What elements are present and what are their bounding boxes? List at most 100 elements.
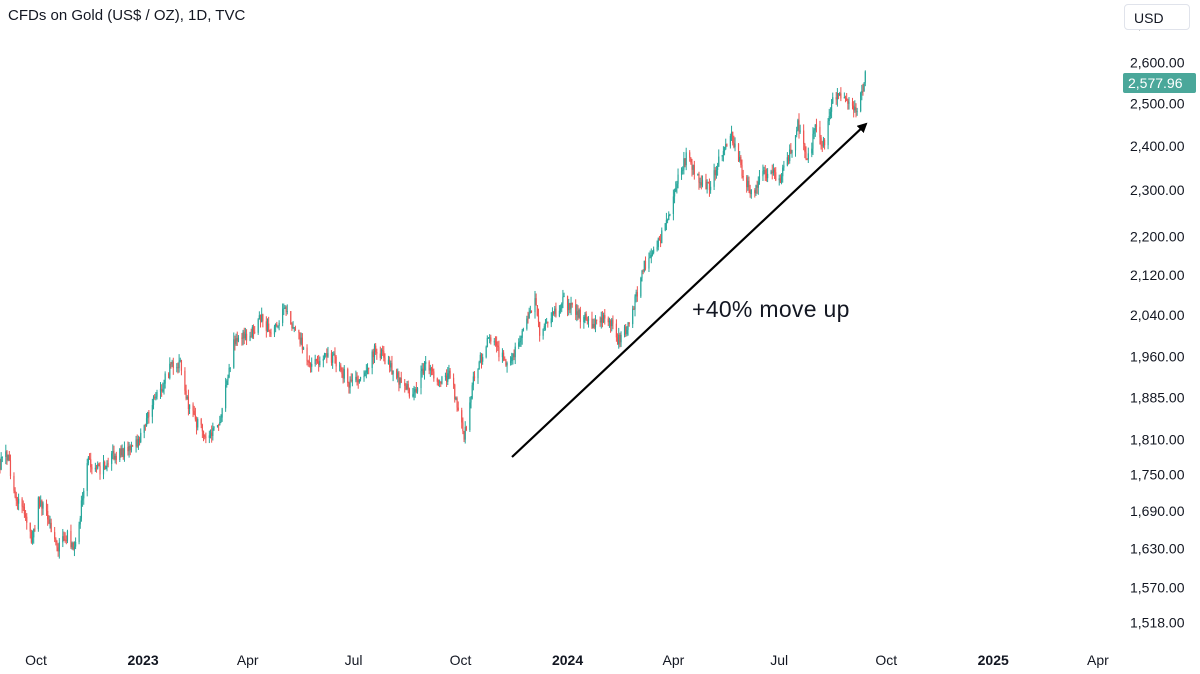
candle-body — [130, 445, 133, 451]
candle-body — [485, 346, 487, 358]
candle-body — [804, 143, 806, 152]
candle-body — [86, 463, 88, 491]
candle-body — [691, 162, 693, 170]
candle-body — [763, 170, 765, 172]
last-price-badge: 2,577.96 — [1123, 73, 1196, 93]
candle-body — [105, 466, 107, 470]
candle-body — [615, 323, 618, 338]
candle-body — [268, 323, 270, 332]
candle-body — [349, 379, 351, 388]
candle-body — [137, 438, 140, 447]
candle-body — [851, 102, 854, 106]
candle-body — [619, 334, 621, 343]
candle-body — [820, 137, 822, 146]
currency-selector-button[interactable]: USD — [1124, 4, 1190, 30]
candle-body — [575, 304, 577, 315]
candle-body — [480, 354, 483, 362]
candle-body — [212, 428, 214, 436]
candle-body — [454, 384, 456, 400]
candle-body — [526, 318, 528, 329]
candle-body — [128, 446, 130, 452]
candle-body — [41, 500, 43, 509]
candle-body — [798, 120, 800, 132]
candle-body — [339, 365, 341, 367]
candle-body — [413, 392, 415, 395]
candle-body — [23, 507, 26, 515]
candle-body — [293, 327, 295, 329]
candle-body — [461, 410, 463, 423]
candle-body — [257, 319, 259, 333]
candle-body — [627, 322, 629, 330]
candle-body — [791, 150, 793, 153]
candle-body — [356, 376, 358, 380]
candle-body — [593, 323, 595, 328]
candle-body — [778, 178, 780, 181]
candle-body — [448, 370, 450, 374]
candle-body — [387, 359, 390, 364]
candle-body — [471, 385, 473, 399]
candle-body — [127, 446, 129, 452]
candle-body — [228, 367, 230, 378]
candle-body — [666, 220, 669, 221]
candle-body — [747, 180, 749, 188]
candle-body — [326, 353, 328, 357]
y-tick-label: 1,885.00 — [1130, 389, 1185, 405]
candle-body — [151, 405, 153, 417]
candle-body — [241, 337, 243, 339]
candle-body — [201, 424, 203, 432]
candle-body — [208, 435, 210, 438]
candle-body — [807, 153, 809, 160]
candle-body — [159, 388, 162, 392]
candle-body — [660, 240, 662, 244]
candle-body — [677, 174, 679, 184]
candle-body — [98, 464, 100, 466]
candle-body — [340, 365, 342, 371]
candle-body — [391, 363, 393, 375]
candle-body — [18, 498, 20, 504]
candle-body — [302, 347, 305, 350]
candle-body — [121, 448, 123, 456]
candle-body — [114, 455, 116, 460]
candle-body — [464, 426, 466, 440]
candle-body — [49, 522, 51, 524]
candle-body — [482, 357, 484, 362]
candle-body — [782, 167, 784, 177]
candle-body — [530, 310, 533, 313]
candle-body — [226, 380, 228, 386]
candle-body — [773, 169, 776, 173]
candle-body — [729, 135, 731, 147]
candle-body — [828, 116, 830, 122]
candle-body — [626, 329, 628, 334]
candle-body — [120, 448, 122, 456]
candle-body — [192, 404, 194, 411]
candle-body — [672, 196, 674, 215]
y-tick-label: 2,200.00 — [1130, 228, 1185, 244]
candle-body — [440, 381, 442, 384]
candle-body — [13, 475, 15, 491]
y-tick-label: 1,750.00 — [1130, 467, 1185, 483]
candle-body — [505, 360, 507, 366]
price-axis: 2,700.002,600.002,500.002,400.002,300.00… — [1130, 15, 1185, 630]
candle-body — [513, 353, 515, 358]
candle-body — [73, 546, 76, 550]
candle-body — [714, 170, 716, 176]
candle-body — [63, 536, 65, 540]
candle-body — [71, 542, 73, 548]
candle-body — [539, 321, 541, 336]
candle-body — [389, 359, 391, 368]
candle-body — [706, 181, 708, 190]
candle-body — [138, 438, 141, 443]
move-up-arrow — [511, 122, 868, 458]
candle-body — [473, 376, 476, 379]
candle-body — [136, 439, 138, 447]
candle-body — [283, 308, 285, 310]
candle-body — [864, 71, 866, 83]
candle-body — [169, 363, 171, 379]
candle-body — [143, 425, 145, 433]
y-tick-label: 1,810.00 — [1130, 432, 1185, 448]
candle-body — [609, 320, 612, 327]
candle-body — [259, 315, 262, 322]
y-tick-label: 2,300.00 — [1130, 182, 1185, 198]
candle-body — [407, 384, 409, 390]
